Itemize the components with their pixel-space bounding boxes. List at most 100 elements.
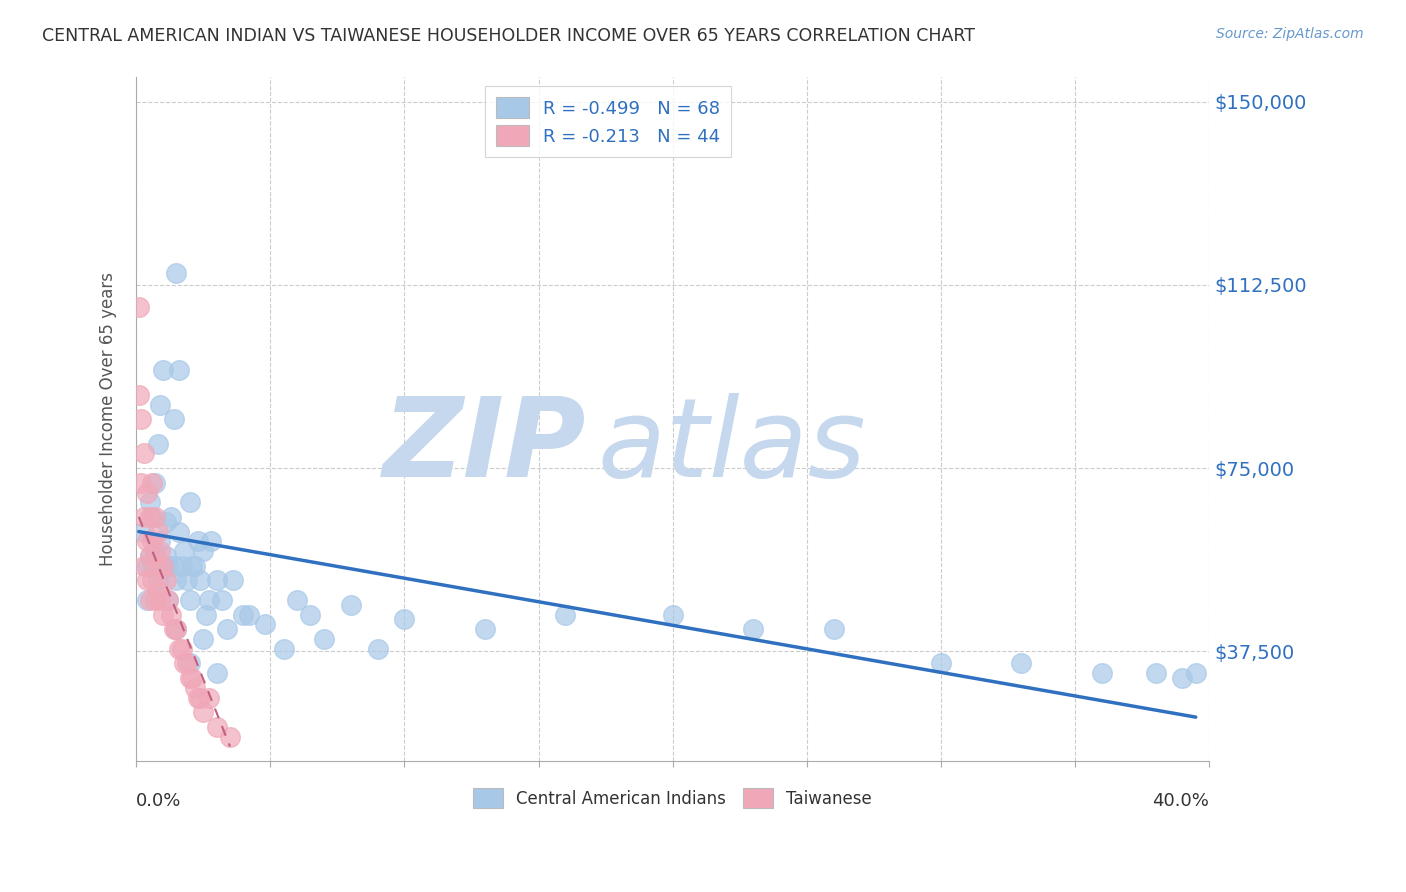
Point [131,475,153,490]
Point [165,574,187,588]
Point [285,593,308,607]
Point [141,534,163,549]
Point [197,690,219,705]
Point [134,446,156,460]
Point [135,558,157,573]
Point [165,266,187,280]
Point [253,617,276,632]
Point [1091,666,1114,681]
Point [135,534,157,549]
Point [211,593,233,607]
Point [146,558,169,573]
Point [217,622,239,636]
Point [179,495,201,509]
Point [1171,671,1194,685]
Point [149,593,172,607]
Point [367,641,389,656]
Point [179,593,201,607]
Point [152,363,174,377]
Point [173,544,195,558]
Text: 0.0%: 0.0% [136,792,181,810]
Point [157,593,180,607]
Point [157,558,180,573]
Point [661,607,683,622]
Point [232,607,254,622]
Point [339,598,361,612]
Point [179,671,201,685]
Point [167,524,190,539]
Point [165,622,187,636]
Point [167,363,190,377]
Point [134,510,156,524]
Point [146,436,169,450]
Point [170,641,193,656]
Point [474,622,496,636]
Point [184,681,207,695]
Point [176,657,198,671]
Point [160,607,183,622]
Point [155,515,177,529]
Text: ZIP: ZIP [384,393,586,500]
Point [200,534,222,549]
Point [152,607,174,622]
Point [143,475,166,490]
Point [152,558,174,573]
Point [1144,666,1167,681]
Point [273,641,295,656]
Point [742,622,765,636]
Text: atlas: atlas [598,393,866,500]
Point [138,549,160,563]
Point [135,485,157,500]
Point [205,720,228,734]
Point [146,524,169,539]
Point [181,558,204,573]
Point [128,300,150,314]
Point [190,690,212,705]
Text: Source: ZipAtlas.com: Source: ZipAtlas.com [1216,27,1364,41]
Point [193,544,215,558]
Point [141,558,163,573]
Point [219,730,242,744]
Point [149,534,172,549]
Point [197,593,219,607]
Point [152,558,174,573]
Point [143,593,166,607]
Point [141,510,163,524]
Legend: Central American Indians, Taiwanese: Central American Indians, Taiwanese [467,781,879,814]
Point [155,574,177,588]
Point [163,622,186,636]
Point [1184,666,1206,681]
Point [138,593,160,607]
Point [190,574,212,588]
Point [173,657,195,671]
Point [823,622,845,636]
Point [394,612,416,626]
Point [146,574,169,588]
Point [929,657,952,671]
Point [143,544,166,558]
Point [143,549,166,563]
Point [141,475,163,490]
Point [128,388,150,402]
Point [221,574,243,588]
Point [299,607,322,622]
Point [167,641,190,656]
Point [181,671,204,685]
Point [143,510,166,524]
Text: CENTRAL AMERICAN INDIAN VS TAIWANESE HOUSEHOLDER INCOME OVER 65 YEARS CORRELATIO: CENTRAL AMERICAN INDIAN VS TAIWANESE HOU… [42,27,976,45]
Point [184,558,207,573]
Point [138,495,160,509]
Point [194,607,217,622]
Point [179,657,201,671]
Point [312,632,335,646]
Point [554,607,576,622]
Point [138,549,160,563]
Point [205,666,228,681]
Point [1010,657,1032,671]
Point [135,593,157,607]
Point [134,558,156,573]
Point [134,524,156,539]
Point [163,558,186,573]
Point [155,549,177,563]
Point [163,412,186,426]
